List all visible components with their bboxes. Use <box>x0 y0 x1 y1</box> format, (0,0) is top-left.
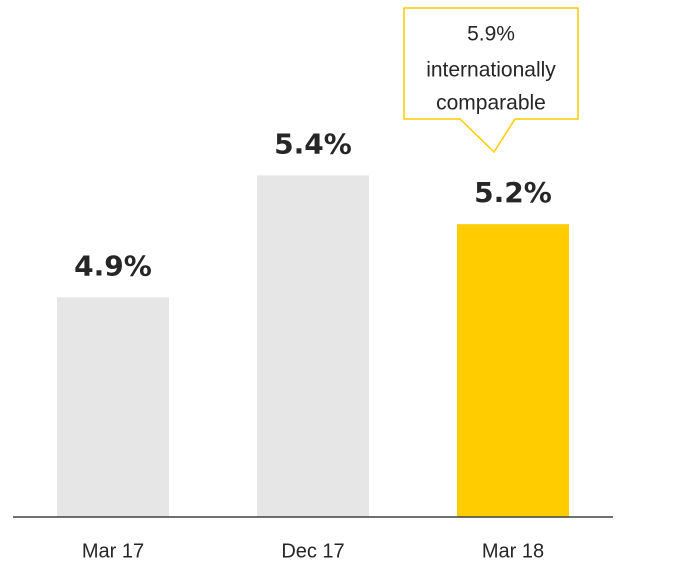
x-tick-label: Mar 17 <box>82 540 144 562</box>
value-label: 5.2% <box>474 176 552 209</box>
annotation-line: internationally <box>426 59 556 82</box>
annotation-line: comparable <box>436 92 546 115</box>
bar <box>257 175 369 517</box>
x-tick-label: Mar 18 <box>482 540 544 562</box>
value-label: 4.9% <box>74 249 152 282</box>
annotation-line: 5.9% <box>467 23 515 46</box>
bar <box>457 224 569 517</box>
bar <box>57 297 169 517</box>
callout-box <box>403 7 579 154</box>
x-tick-label: Dec 17 <box>281 540 344 562</box>
value-label: 5.4% <box>274 127 352 160</box>
